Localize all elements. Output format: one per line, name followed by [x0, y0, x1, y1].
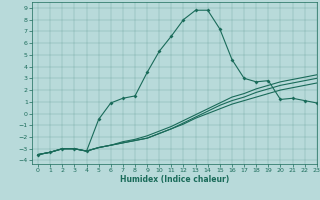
X-axis label: Humidex (Indice chaleur): Humidex (Indice chaleur) [120, 175, 229, 184]
